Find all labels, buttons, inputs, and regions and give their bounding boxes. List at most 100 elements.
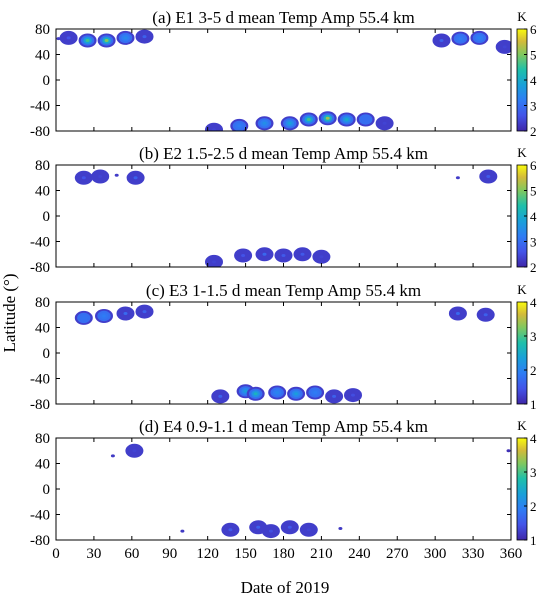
y-tick-label: -80	[30, 397, 50, 413]
blob-11-level-3	[237, 124, 242, 128]
blob-5-level-3	[483, 313, 488, 317]
blob-layer	[74, 304, 495, 404]
blob-6-level-3	[287, 525, 292, 529]
blob-1-level-3	[102, 314, 106, 318]
blob-layer	[56, 29, 511, 131]
y-tick-label: 80	[35, 22, 50, 38]
x-tick-label: 330	[462, 546, 485, 562]
blob-18-level-3	[382, 121, 387, 125]
panel-title: (b) E2 1.5-2.5 d mean Temp Amp 55.4 km	[139, 144, 428, 163]
colorbar-tick-label: 2	[530, 499, 537, 514]
y-tick-label: -40	[30, 99, 50, 115]
y-tick-label: -80	[30, 124, 50, 140]
x-tick-label: 360	[500, 546, 523, 562]
colorbar-tick-label: 3	[530, 329, 537, 344]
colorbar-tick-label: 4	[530, 209, 537, 224]
blob-8-level-3	[262, 252, 267, 256]
colorbar-tick-label: 4	[530, 295, 537, 310]
blob-layer	[110, 443, 511, 539]
blob-0-level-3	[56, 37, 61, 41]
blob-4-level-3	[455, 312, 460, 315]
colorbar-unit-label: K	[517, 145, 527, 160]
colorbar-tick-label: 3	[530, 99, 537, 114]
blob-7-level-3	[241, 254, 246, 257]
blob-2-level-3	[114, 173, 119, 177]
y-tick-label: -40	[30, 235, 50, 251]
y-tick-label: -40	[30, 372, 50, 388]
colorbar-tick-label: 5	[530, 48, 537, 63]
blob-4-level-3	[455, 176, 460, 180]
blob-10-level-0	[205, 122, 223, 131]
colorbar-tick-label: 2	[530, 260, 537, 275]
blob-1-level-3	[132, 449, 137, 453]
blob-11-level-3	[313, 391, 318, 394]
x-tick-label: 150	[234, 546, 257, 562]
chart-panel-2: (c) E3 1-1.5 d mean Temp Amp 55.4 km8040…	[30, 281, 537, 413]
panel-title: (a) E1 3-5 d mean Temp Amp 55.4 km	[152, 8, 414, 27]
blob-13-level-3	[351, 393, 355, 397]
colorbar-unit-label: K	[517, 9, 527, 24]
blob-16-level-3	[344, 118, 349, 121]
blob-2-level-3	[180, 529, 185, 533]
blob-9-level-3	[281, 254, 286, 257]
blob-5-level-3	[486, 175, 491, 178]
x-tick-label: 120	[196, 546, 219, 562]
blob-7-level-3	[458, 37, 463, 41]
y-tick-label: 40	[35, 48, 50, 64]
blob-9-level-3	[502, 45, 507, 49]
y-tick-label: -80	[30, 533, 50, 549]
colorbar-unit-label: K	[517, 418, 527, 433]
blob-11-level-3	[319, 255, 324, 259]
x-tick-label: 90	[162, 546, 177, 562]
blob-9-level-3	[506, 449, 511, 453]
x-tick-label: 270	[386, 546, 409, 562]
colorbar-tick-label: 6	[530, 158, 537, 173]
y-tick-label: 80	[35, 158, 50, 174]
colorbar	[516, 301, 528, 405]
blob-17-level-3	[363, 118, 368, 121]
colorbar-tick-label: 6	[530, 22, 537, 37]
colorbar-tick-label: 2	[530, 124, 537, 139]
colorbar-tick-label: 4	[530, 431, 537, 446]
blob-1-level-3	[66, 36, 71, 40]
blob-10-level-3	[294, 392, 299, 396]
x-tick-label: 300	[424, 546, 447, 562]
y-axis-label: Latitude (°)	[0, 273, 19, 352]
x-tick-label: 30	[86, 546, 101, 562]
blob-10-level-3	[212, 128, 216, 131]
blob-6-level-3	[439, 39, 444, 42]
blob-3-level-3	[104, 39, 109, 42]
blob-layer	[74, 169, 498, 267]
blob-0-level-3	[110, 454, 115, 458]
blob-15-level-3	[325, 116, 330, 120]
blob-8-level-3	[253, 392, 258, 396]
blob-8-level-3	[477, 36, 482, 40]
blob-12-level-3	[262, 121, 267, 125]
y-tick-label: 40	[35, 184, 50, 200]
chart-panel-3: (d) E4 0.9-1.1 d mean Temp Amp 55.4 km 80…	[30, 417, 537, 562]
y-tick-label: 0	[43, 346, 51, 362]
x-tick-label: 0	[52, 546, 60, 562]
panels: (a) E1 3-5 d mean Temp Amp 55.4 km80400-…	[30, 8, 537, 562]
blob-6-level-3	[212, 260, 216, 264]
y-tick-label: 80	[35, 295, 50, 311]
blob-3-level-3	[228, 528, 233, 532]
y-tick-label: 0	[43, 209, 51, 225]
x-tick-label: 210	[310, 546, 333, 562]
blob-7-level-3	[243, 389, 248, 393]
blob-2-level-3	[123, 312, 128, 315]
blob-12-level-3	[332, 394, 337, 398]
blob-9-level-3	[275, 391, 280, 394]
panel-title: (d) E4 0.9-1.1 d mean Temp Amp 55.4 km	[139, 417, 428, 436]
colorbar-unit-label: K	[517, 282, 527, 297]
blob-5-level-3	[268, 529, 273, 533]
blob-3-level-3	[133, 176, 138, 180]
blob-10-level-3	[300, 252, 305, 256]
y-tick-label: 0	[43, 482, 51, 498]
blob-5-level-3	[142, 35, 147, 39]
x-tick-label: 180	[272, 546, 295, 562]
y-tick-label: 0	[43, 73, 51, 89]
blob-3-level-3	[142, 310, 147, 314]
blob-14-level-3	[306, 118, 311, 121]
blob-4-level-3	[123, 36, 128, 40]
